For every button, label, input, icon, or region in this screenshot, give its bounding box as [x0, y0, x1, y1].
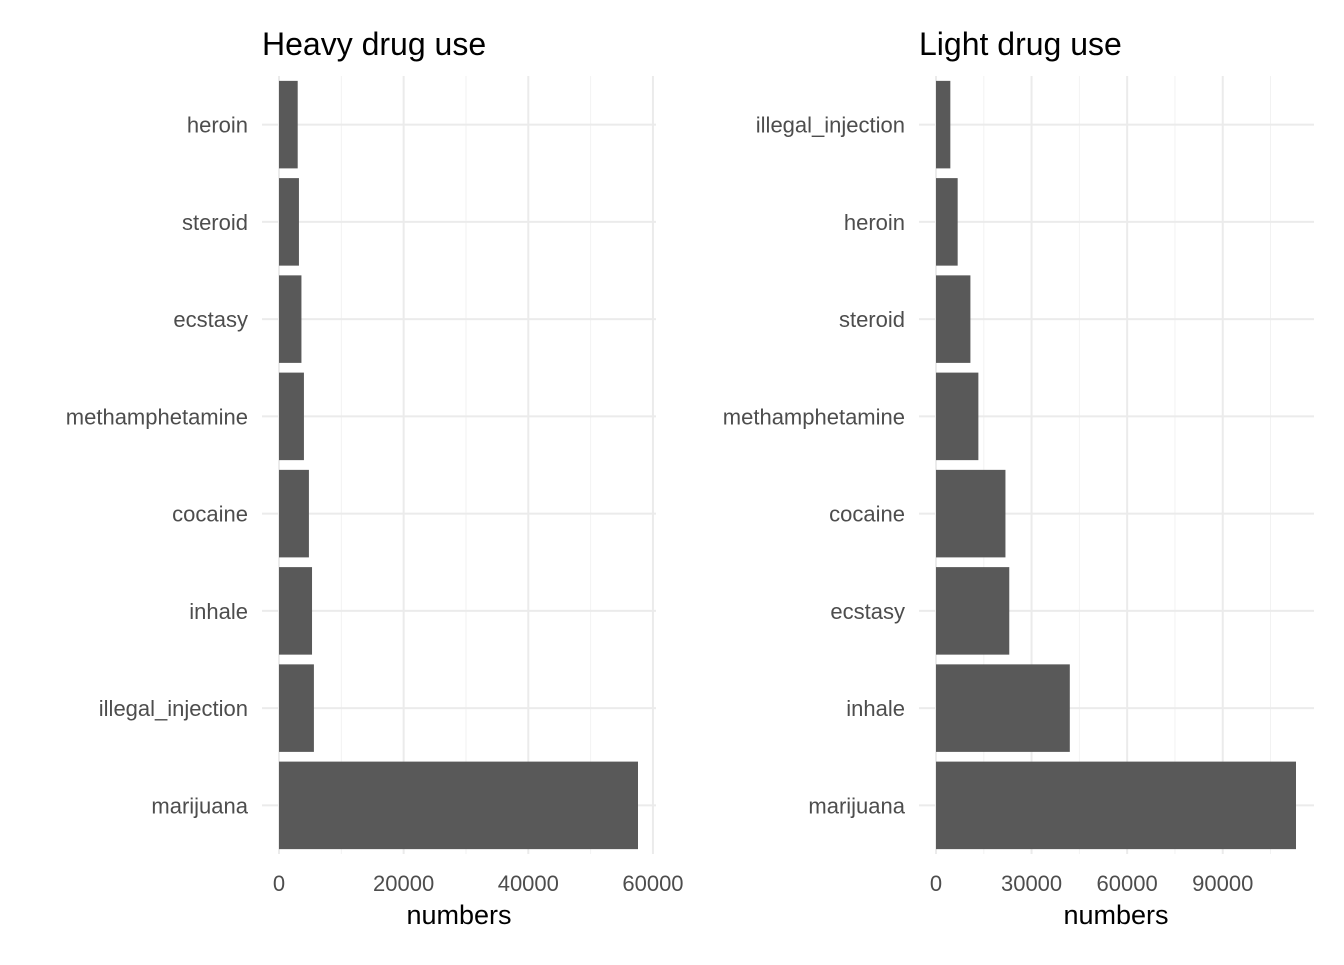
- x-tick-label: 60000: [1097, 871, 1158, 896]
- bar-steroid: [279, 178, 299, 266]
- bar-steroid: [936, 275, 971, 363]
- category-label-ecstasy: ecstasy: [173, 307, 248, 332]
- category-label-inhale: inhale: [189, 599, 248, 624]
- x-tick-label: 20000: [373, 871, 434, 896]
- bar-heroin: [936, 178, 958, 266]
- category-label-marijuana: marijuana: [151, 793, 248, 818]
- bar-inhale: [279, 567, 313, 655]
- x-tick-label: 90000: [1192, 871, 1253, 896]
- category-label-cocaine: cocaine: [172, 502, 248, 527]
- panel-title-light: Light drug use: [919, 26, 1122, 62]
- panel-title-heavy: Heavy drug use: [262, 26, 486, 62]
- bar-cocaine: [936, 469, 1006, 558]
- bar-heroin: [279, 80, 298, 169]
- category-label-illegal_injection: illegal_injection: [99, 696, 248, 721]
- category-label-ecstasy: ecstasy: [830, 599, 905, 624]
- bar-layer: [279, 80, 638, 850]
- x-tick-label: 30000: [1001, 871, 1062, 896]
- bar-ecstasy: [936, 567, 1010, 655]
- category-label-cocaine: cocaine: [829, 502, 905, 527]
- bar-illegal_injection: [279, 664, 314, 752]
- x-tick-label: 0: [273, 871, 285, 896]
- bar-methamphetamine: [936, 372, 979, 461]
- category-label-steroid: steroid: [182, 210, 248, 235]
- category-labels: heroin steroid ecstasy methamphetamine cocai…: [66, 113, 249, 819]
- bar-marijuana: [936, 761, 1296, 850]
- x-axis-title-heavy: numbers: [406, 900, 511, 930]
- x-tick-labels: 0 20000 40000 60000: [273, 871, 684, 896]
- category-label-heroin: heroin: [844, 210, 905, 235]
- bar-marijuana: [279, 761, 638, 850]
- bar-layer: [936, 80, 1296, 850]
- x-tick-label: 40000: [498, 871, 559, 896]
- category-label-heroin: heroin: [187, 113, 248, 138]
- bar-methamphetamine: [279, 372, 304, 461]
- category-label-illegal_injection: illegal_injection: [756, 113, 905, 138]
- x-tick-labels: 0 30000 60000 90000: [930, 871, 1253, 896]
- x-axis-title-light: numbers: [1063, 900, 1168, 930]
- category-label-marijuana: marijuana: [808, 793, 905, 818]
- category-label-methamphetamine: methamphetamine: [723, 404, 905, 429]
- category-label-methamphetamine: methamphetamine: [66, 404, 248, 429]
- grid-layer: [262, 76, 656, 854]
- bar-inhale: [936, 664, 1070, 752]
- x-tick-label: 0: [930, 871, 942, 896]
- bar-cocaine: [279, 469, 309, 558]
- bar-illegal_injection: [936, 80, 951, 169]
- bar-ecstasy: [279, 275, 302, 363]
- category-label-steroid: steroid: [839, 307, 905, 332]
- category-label-inhale: inhale: [846, 696, 905, 721]
- x-tick-label: 60000: [622, 871, 683, 896]
- heavy-drug-use-panel: heroin steroid ecstasy methamphetamine cocai…: [66, 26, 684, 930]
